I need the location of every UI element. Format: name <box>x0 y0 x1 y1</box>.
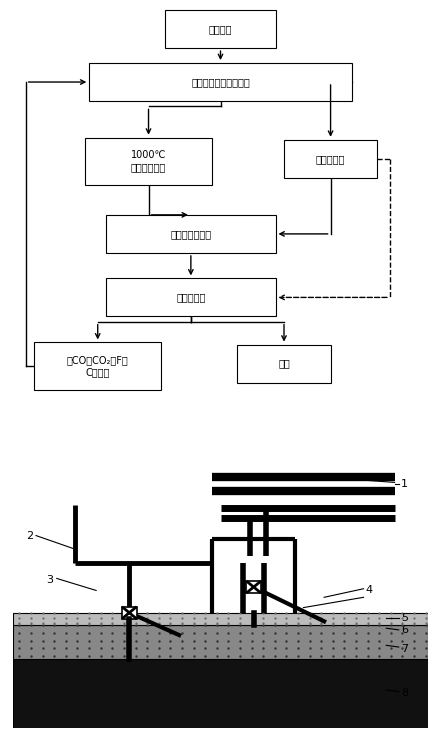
Bar <box>34 343 161 390</box>
Bar <box>106 215 276 253</box>
Text: 流态化沸腾炉高温预热: 流态化沸腾炉高温预热 <box>191 77 250 87</box>
Text: 2: 2 <box>26 531 33 540</box>
Bar <box>284 140 377 178</box>
Bar <box>85 137 212 185</box>
Polygon shape <box>13 613 428 625</box>
Text: 含CO、CO₂、F、
C等烟气: 含CO、CO₂、F、 C等烟气 <box>67 355 129 377</box>
Text: 电解槽电解: 电解槽电解 <box>176 293 206 302</box>
Text: 8: 8 <box>401 689 408 698</box>
Text: 6: 6 <box>401 625 408 635</box>
Text: 连续下料器下料: 连续下料器下料 <box>170 229 211 239</box>
Text: 3: 3 <box>46 576 53 585</box>
Bar <box>89 63 352 101</box>
Polygon shape <box>13 659 428 728</box>
Text: 1000℃
高温氧化铝粉: 1000℃ 高温氧化铝粉 <box>131 150 166 173</box>
Text: 载氟氧化铝: 载氟氧化铝 <box>316 154 345 164</box>
Text: 5: 5 <box>401 613 408 623</box>
Text: 1: 1 <box>401 479 408 489</box>
Bar <box>106 279 276 317</box>
Bar <box>122 606 137 619</box>
Text: 4: 4 <box>366 586 373 595</box>
Bar <box>237 345 331 383</box>
Bar <box>246 581 261 593</box>
Bar <box>165 10 276 49</box>
Polygon shape <box>13 625 428 659</box>
Text: 氧化铝粉: 氧化铝粉 <box>209 24 232 34</box>
Text: 原铝: 原铝 <box>278 359 290 368</box>
Text: 7: 7 <box>401 644 408 653</box>
